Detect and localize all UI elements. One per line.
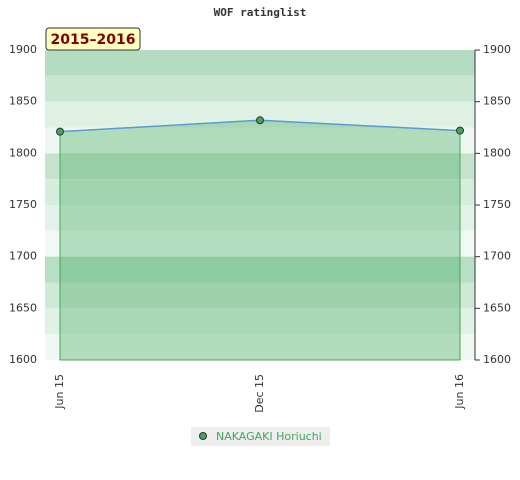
legend-marker — [199, 432, 207, 440]
background-stripe — [45, 179, 475, 205]
background-stripe — [45, 308, 475, 335]
background-stripe — [45, 153, 475, 180]
background-stripe — [45, 334, 475, 360]
y-tick-label: 1600 — [9, 353, 37, 366]
y-tick-label: 1900 — [9, 43, 37, 56]
background-stripe — [45, 75, 475, 102]
background-stripe — [45, 205, 475, 231]
background-stripe — [45, 256, 475, 283]
y2-tick-label: 1750 — [483, 198, 511, 211]
annotation: 2015–2016 — [51, 32, 136, 48]
y2-tick-label: 1800 — [483, 146, 511, 159]
y2-tick-label: 1850 — [483, 95, 511, 108]
background-stripe — [45, 50, 475, 76]
area — [59, 119, 461, 361]
y2-tick-label: 1700 — [483, 250, 511, 263]
y-tick-label: 1850 — [9, 95, 37, 108]
chart-title: WOF ratinglist — [214, 6, 307, 19]
point — [56, 127, 64, 136]
y2-tick-label: 1650 — [483, 301, 511, 314]
legend-label: NAKAGAKI Horiuchi — [216, 430, 322, 443]
background-stripe — [45, 127, 475, 154]
y2-tick-label: 1900 — [483, 43, 511, 56]
y-tick-label: 1800 — [9, 146, 37, 159]
y-tick-label: 1650 — [9, 301, 37, 314]
annotation-box — [45, 27, 141, 51]
point — [256, 116, 264, 125]
point — [456, 126, 464, 135]
legend — [191, 427, 330, 446]
background-stripe — [45, 282, 475, 309]
plot — [56, 116, 464, 361]
background-stripe — [45, 230, 475, 257]
x-tick-label: Jun 16 — [453, 374, 466, 410]
x-tick-label: Jun 15 — [53, 374, 66, 410]
x-tick-label: Dec 15 — [253, 374, 266, 413]
y-tick-label: 1700 — [9, 250, 37, 263]
y-tick-label: 1750 — [9, 198, 37, 211]
plot-background — [45, 50, 475, 360]
y2-tick-label: 1600 — [483, 353, 511, 366]
